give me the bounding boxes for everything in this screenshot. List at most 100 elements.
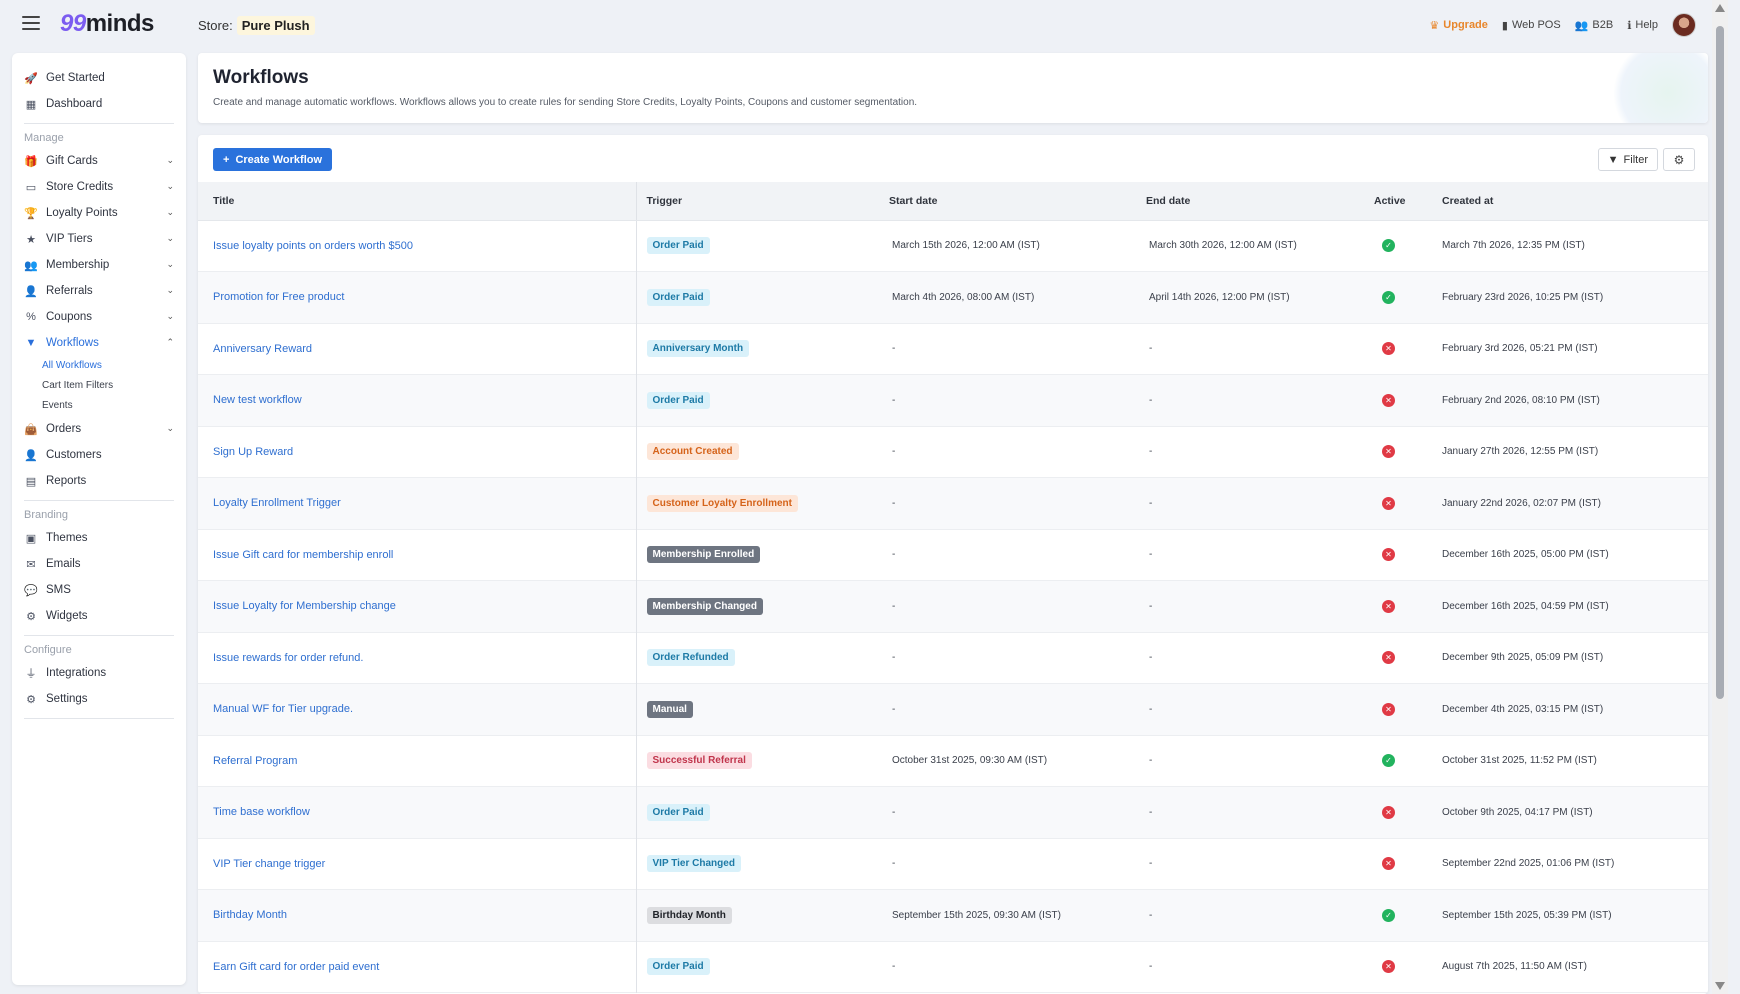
gear-icon: ⚙ [1673, 152, 1685, 167]
cell-trigger: Order Paid [635, 786, 874, 838]
trigger-badge: Order Paid [646, 803, 710, 821]
b2b-link[interactable]: 👥 B2B [1575, 19, 1614, 32]
sidebar-item-themes[interactable]: ▣ Themes [12, 525, 186, 551]
sidebar-item-integrations[interactable]: ⏚ Integrations [12, 660, 186, 686]
sidebar-item-membership[interactable]: 👥 Membership ⌄ [12, 252, 186, 278]
sidebar-item-reports[interactable]: ▤ Reports [12, 468, 186, 494]
cell-created-at: December 9th 2025, 05:09 PM (IST) [1442, 652, 1604, 664]
cell-active: ✕ [1359, 838, 1427, 890]
sidebar-item-emails[interactable]: ✉ Emails [12, 551, 186, 577]
table-row[interactable]: Loyalty Enrollment Trigger Customer Loyal… [198, 477, 1708, 530]
workflow-title-link[interactable]: Issue loyalty points on orders worth $50… [213, 239, 413, 252]
cell-end-date: - [1149, 549, 1153, 561]
table-row[interactable]: Earn Gift card for order paid event Order… [198, 941, 1708, 993]
workflow-title-link[interactable]: Promotion for Free product [213, 291, 345, 304]
sidebar-divider [24, 635, 174, 636]
info-icon: ℹ [1627, 19, 1632, 32]
plus-icon: + [223, 153, 230, 166]
cell-created-at: September 15th 2025, 05:39 PM (IST) [1442, 909, 1612, 921]
workflow-title-link[interactable]: Issue Loyalty for Membership change [213, 600, 396, 613]
cell-end-date: - [1149, 961, 1153, 973]
column-header-active[interactable]: Active [1359, 182, 1427, 221]
filter-button[interactable]: ▼ Filter [1597, 148, 1658, 171]
workflow-title-link[interactable]: Referral Program [213, 754, 298, 767]
sidebar-item-store-credits[interactable]: ▭ Store Credits ⌄ [12, 174, 186, 200]
cell-active: ✕ [1359, 478, 1427, 530]
table-row[interactable]: Anniversary Reward Anniversary Month - - ✕ Fe… [198, 323, 1708, 375]
sidebar-subitem-cart-item-filters[interactable]: Cart Item Filters [42, 380, 114, 391]
scroll-up-arrow-icon[interactable] [1715, 4, 1725, 12]
sidebar-item-settings[interactable]: ⚙ Settings [12, 686, 186, 712]
store-name: Pure Plush [236, 16, 315, 35]
column-header-trigger[interactable]: Trigger [635, 182, 874, 221]
column-header-title[interactable]: Title [198, 182, 636, 221]
sidebar-item-referrals[interactable]: 👤 Referrals ⌄ [12, 278, 186, 304]
hamburger-menu-icon[interactable] [22, 16, 40, 32]
sidebar-item-vip-tiers[interactable]: ★ VIP Tiers ⌄ [12, 226, 186, 252]
create-workflow-button[interactable]: + Create Workflow [213, 148, 333, 171]
sidebar-item-get-started[interactable]: 🚀 Get Started [12, 65, 186, 91]
sidebar-item-orders[interactable]: 👜 Orders ⌄ [12, 416, 186, 442]
sidebar-item-widgets[interactable]: ⚙ Widgets [12, 603, 186, 629]
store-selector[interactable]: Store: Pure Plush [198, 16, 315, 35]
trigger-badge: Account Created [646, 443, 739, 461]
upgrade-link[interactable]: ♛ Upgrade [1429, 19, 1488, 32]
table-settings-button[interactable]: ⚙ [1663, 148, 1695, 171]
column-header-end-date[interactable]: End date [1131, 182, 1359, 221]
workflow-title-link[interactable]: Manual WF for Tier upgrade. [213, 703, 354, 716]
sidebar-item-gift-cards[interactable]: 🎁 Gift Cards ⌄ [12, 148, 186, 174]
header-decoration [1608, 53, 1708, 123]
cell-end-date: - [1149, 755, 1153, 767]
app-logo[interactable]: 99 minds [60, 10, 154, 38]
table-row[interactable]: Issue Gift card for membership enroll Mem… [198, 529, 1708, 581]
table-row[interactable]: Manual WF for Tier upgrade. Manual - - ✕ Dece… [198, 683, 1708, 735]
table-row[interactable]: Referral Program Successful Referral Octob… [198, 735, 1708, 787]
workflow-title-link[interactable]: Earn Gift card for order paid event [213, 960, 380, 973]
check-circle-icon: ✓ [1382, 239, 1395, 253]
cell-active: ✕ [1359, 323, 1427, 375]
workflow-title-link[interactable]: Issue Gift card for membership enroll [213, 548, 394, 561]
table-row[interactable]: Issue Loyalty for Membership change Membe… [198, 580, 1708, 632]
trigger-badge: Manual [646, 700, 693, 718]
user-plus-icon: 👤 [24, 285, 38, 298]
scrollbar-thumb[interactable] [1716, 26, 1724, 699]
avatar[interactable] [1672, 13, 1696, 37]
table-row[interactable]: Time base workflow Order Paid - - ✕ October 9… [198, 786, 1708, 838]
workflow-title-link[interactable]: Issue rewards for order refund. [213, 651, 364, 664]
trophy-icon: 🏆 [24, 207, 38, 220]
trigger-badge: Order Paid [646, 391, 710, 409]
sidebar-item-coupons[interactable]: % Coupons ⌄ [12, 304, 186, 330]
sidebar-item-loyalty-points[interactable]: 🏆 Loyalty Points ⌄ [12, 200, 186, 226]
table-row[interactable]: Promotion for Free product Order Paid Marc… [198, 271, 1708, 323]
workflow-title-link[interactable]: Time base workflow [213, 806, 310, 819]
table-row[interactable]: Birthday Month Birthday Month September 15… [198, 889, 1708, 941]
column-header-start-date[interactable]: Start date [874, 182, 1131, 221]
sidebar-item-sms[interactable]: 💬 SMS [12, 577, 186, 603]
workflows-table: Title Trigger Start date End date Active… [198, 182, 1708, 993]
column-header-created-at[interactable]: Created at [1427, 182, 1708, 221]
sidebar-item-customers[interactable]: 👤 Customers [12, 442, 186, 468]
table-row[interactable]: New test workflow Order Paid - - ✕ February 2… [198, 374, 1708, 426]
table-row[interactable]: Sign Up Reward Account Created - - ✕ January … [198, 426, 1708, 478]
workflow-title-link[interactable]: VIP Tier change trigger [213, 857, 326, 870]
workflow-title-link[interactable]: Sign Up Reward [213, 445, 294, 458]
table-row[interactable]: VIP Tier change trigger VIP Tier Changed -… [198, 838, 1708, 890]
cell-active: ✓ [1359, 735, 1427, 787]
sidebar-subitem-events[interactable]: Events [42, 400, 73, 411]
image-icon: ▣ [25, 532, 37, 545]
workflow-title-link[interactable]: Birthday Month [213, 909, 287, 922]
sidebar-subitem-all-workflows[interactable]: All Workflows [42, 360, 102, 371]
help-link[interactable]: ℹ Help [1627, 19, 1658, 32]
web-pos-link[interactable]: ▮ Web POS [1502, 19, 1561, 32]
sidebar-item-workflows[interactable]: ▼ Workflows ⌃ [12, 330, 186, 356]
chevron-down-icon: ⌄ [166, 233, 174, 243]
sidebar-item-dashboard[interactable]: ▦ Dashboard [12, 91, 186, 117]
workflow-title-link[interactable]: Loyalty Enrollment Trigger [213, 497, 341, 510]
workflow-title-link[interactable]: Anniversary Reward [213, 342, 313, 355]
table-row[interactable]: Issue rewards for order refund. Order Ref… [198, 632, 1708, 684]
scroll-down-arrow-icon[interactable] [1715, 982, 1725, 990]
filter-icon: ▼ [1607, 153, 1619, 166]
page-scrollbar[interactable] [1712, 0, 1728, 994]
workflow-title-link[interactable]: New test workflow [213, 394, 302, 407]
table-row[interactable]: Issue loyalty points on orders worth $50… [198, 220, 1708, 272]
